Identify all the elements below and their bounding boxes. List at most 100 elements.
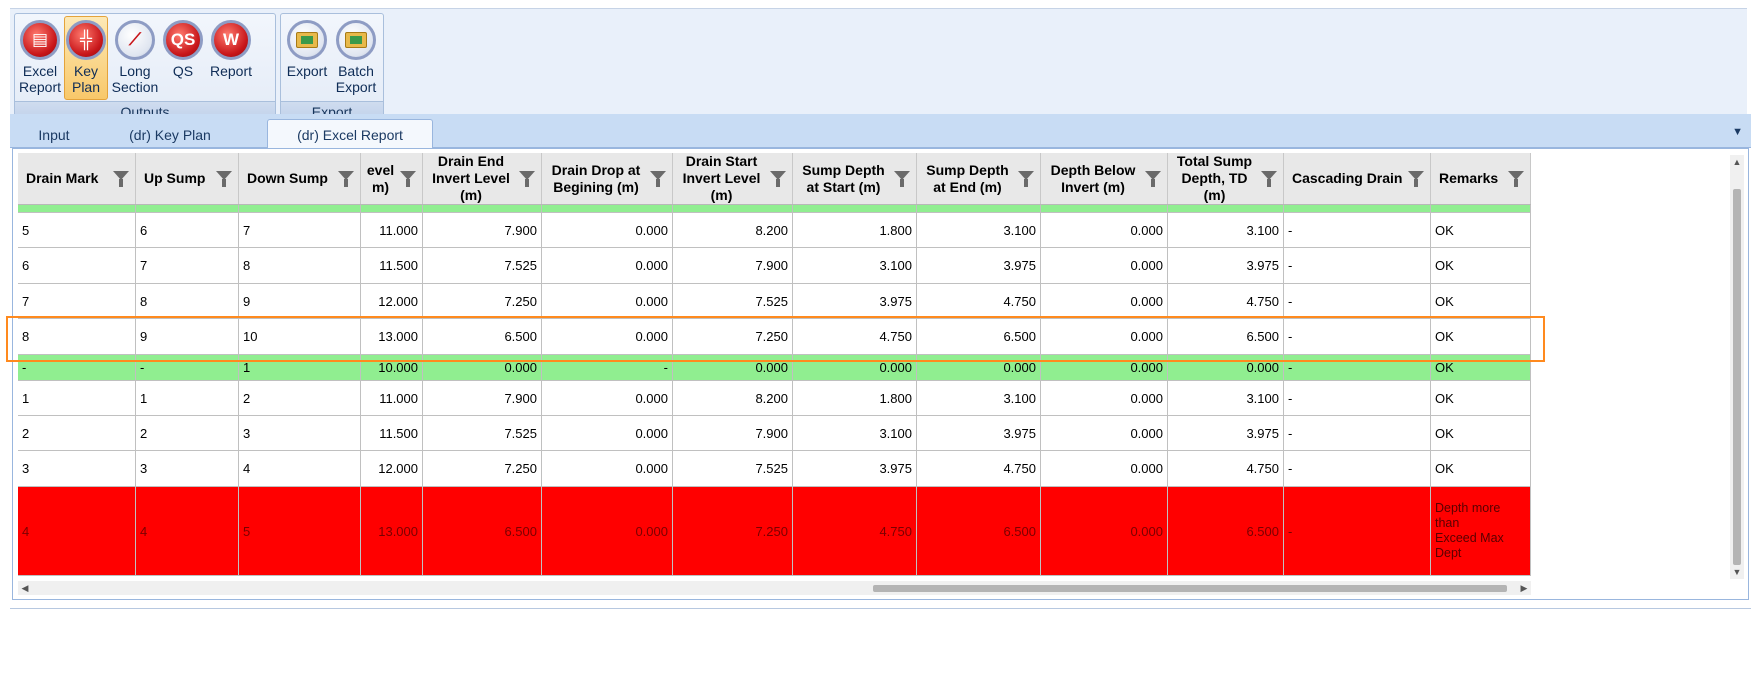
cell-up-sump[interactable]: 9 bbox=[136, 319, 239, 354]
cell-drain-mark[interactable]: 1 bbox=[18, 381, 136, 415]
column-header-down-sump[interactable]: Down Sump bbox=[239, 153, 361, 204]
cell-down-sump[interactable]: 7 bbox=[239, 213, 361, 247]
cell-level[interactable]: 11.500 bbox=[361, 248, 423, 283]
cell-down-sump[interactable]: 10 bbox=[239, 319, 361, 354]
cell-sump-depth-at-end[interactable]: 4.750 bbox=[917, 451, 1041, 486]
cell-down-sump[interactable]: 3 bbox=[239, 416, 361, 450]
cell-level[interactable]: 11.500 bbox=[361, 416, 423, 450]
table-row[interactable]: 2 2 3 11.500 7.525 0.000 7.900 3.100 3.975 0.000 3… bbox=[18, 416, 1531, 451]
scroll-right-icon[interactable]: ▶ bbox=[1520, 583, 1528, 593]
column-header-remarks[interactable]: Remarks bbox=[1431, 153, 1531, 204]
column-header-cascading-drain[interactable]: Cascading Drain bbox=[1284, 153, 1431, 204]
cell-drain-start-invert-level[interactable]: 7.900 bbox=[673, 248, 793, 283]
filter-icon[interactable] bbox=[1508, 171, 1524, 187]
filter-icon[interactable] bbox=[770, 171, 786, 187]
cell-total-sump-depth[interactable] bbox=[1168, 205, 1284, 212]
filter-icon[interactable] bbox=[113, 171, 129, 187]
cell-sump-depth-at-start[interactable]: 0.000 bbox=[793, 355, 917, 380]
cell-drain-mark[interactable]: 6 bbox=[18, 248, 136, 283]
cell-total-sump-depth[interactable]: 0.000 bbox=[1168, 355, 1284, 380]
batch-export-button[interactable]: Batch Export bbox=[331, 16, 381, 100]
table-row[interactable]: 1 1 2 11.000 7.900 0.000 8.200 1.800 3.100 0.000 3… bbox=[18, 381, 1531, 416]
cell-sump-depth-at-end[interactable]: 0.000 bbox=[917, 355, 1041, 380]
filter-icon[interactable] bbox=[1261, 171, 1277, 187]
cell-down-sump[interactable]: 2 bbox=[239, 381, 361, 415]
cell-level[interactable]: 10.000 bbox=[361, 355, 423, 380]
cell-total-sump-depth[interactable]: 4.750 bbox=[1168, 451, 1284, 486]
cell-drain-start-invert-level[interactable]: 7.525 bbox=[673, 284, 793, 318]
tab-key-plan[interactable]: (dr) Key Plan bbox=[129, 127, 211, 143]
cell-up-sump[interactable]: 7 bbox=[136, 248, 239, 283]
cell-drain-end-invert-level[interactable]: 7.250 bbox=[423, 451, 542, 486]
table-row[interactable]: 3 3 4 12.000 7.250 0.000 7.525 3.975 4.750 0.000 4… bbox=[18, 451, 1531, 487]
cell-sump-depth-at-end[interactable]: 3.975 bbox=[917, 248, 1041, 283]
cell-up-sump[interactable]: 3 bbox=[136, 451, 239, 486]
cell-cascading-drain[interactable]: - bbox=[1284, 213, 1431, 247]
table-row[interactable]: 7 8 9 12.000 7.250 0.000 7.525 3.975 4.750 0.000 4… bbox=[18, 284, 1531, 319]
cell-drain-end-invert-level[interactable]: 7.525 bbox=[423, 416, 542, 450]
filter-icon[interactable] bbox=[400, 171, 416, 187]
filter-icon[interactable] bbox=[894, 171, 910, 187]
cell-cascading-drain[interactable]: - bbox=[1284, 381, 1431, 415]
cell-drain-end-invert-level[interactable]: 6.500 bbox=[423, 487, 542, 575]
column-header-level[interactable]: evel m) bbox=[361, 153, 423, 204]
cell-cascading-drain[interactable]: - bbox=[1284, 487, 1431, 575]
cell-cascading-drain[interactable]: - bbox=[1284, 416, 1431, 450]
cell-drain-mark[interactable]: 7 bbox=[18, 284, 136, 318]
horizontal-scrollbar[interactable]: ◀ ▶ bbox=[18, 581, 1531, 595]
cell-level[interactable]: 11.000 bbox=[361, 213, 423, 247]
cell-drain-mark[interactable]: 8 bbox=[18, 319, 136, 354]
filter-icon[interactable] bbox=[338, 171, 354, 187]
cell-cascading-drain[interactable]: - bbox=[1284, 284, 1431, 318]
export-button[interactable]: Export bbox=[283, 16, 331, 100]
cell-sump-depth-at-end[interactable]: 4.750 bbox=[917, 284, 1041, 318]
cell-drain-mark[interactable]: 3 bbox=[18, 451, 136, 486]
cell-remarks[interactable]: OK bbox=[1431, 416, 1531, 450]
cell-cascading-drain[interactable]: - bbox=[1284, 248, 1431, 283]
cell-level[interactable]: 12.000 bbox=[361, 451, 423, 486]
filter-icon[interactable] bbox=[1018, 171, 1034, 187]
cell-drain-end-invert-level[interactable] bbox=[423, 205, 542, 212]
cell-down-sump[interactable]: 9 bbox=[239, 284, 361, 318]
cell-drain-end-invert-level[interactable]: 0.000 bbox=[423, 355, 542, 380]
cell-drain-end-invert-level[interactable]: 7.525 bbox=[423, 248, 542, 283]
cell-drain-mark[interactable]: 2 bbox=[18, 416, 136, 450]
cell-drain-mark[interactable]: 4 bbox=[18, 487, 136, 575]
cell-level[interactable]: 12.000 bbox=[361, 284, 423, 318]
cell-down-sump[interactable]: 8 bbox=[239, 248, 361, 283]
table-row[interactable]: 8 9 10 13.000 6.500 0.000 7.250 4.750 6.500 0.000… bbox=[18, 319, 1531, 355]
cell-level[interactable]: 13.000 bbox=[361, 319, 423, 354]
cell-drain-mark[interactable]: - bbox=[18, 355, 136, 380]
table-row[interactable]: 4 4 5 13.000 6.500 0.000 7.250 4.750 6.500 0.000 6… bbox=[18, 487, 1531, 576]
cell-drain-drop-at-begining[interactable]: 0.000 bbox=[542, 284, 673, 318]
cell-drain-drop-at-begining[interactable]: 0.000 bbox=[542, 487, 673, 575]
cell-depth-below-invert[interactable] bbox=[1041, 205, 1168, 212]
cell-depth-below-invert[interactable]: 0.000 bbox=[1041, 319, 1168, 354]
cell-drain-start-invert-level[interactable]: 7.525 bbox=[673, 451, 793, 486]
cell-sump-depth-at-start[interactable]: 3.100 bbox=[793, 248, 917, 283]
cell-drain-start-invert-level[interactable]: 8.200 bbox=[673, 213, 793, 247]
cell-total-sump-depth[interactable]: 3.975 bbox=[1168, 416, 1284, 450]
scroll-left-icon[interactable]: ◀ bbox=[21, 583, 29, 593]
cell-drain-start-invert-level[interactable]: 7.900 bbox=[673, 416, 793, 450]
tab-list-dropdown-icon[interactable]: ▼ bbox=[1732, 126, 1743, 138]
cell-level[interactable]: 13.000 bbox=[361, 487, 423, 575]
cell-drain-end-invert-level[interactable]: 7.900 bbox=[423, 213, 542, 247]
cell-sump-depth-at-start[interactable]: 1.800 bbox=[793, 381, 917, 415]
excel-report-button[interactable]: ▤ Excel Report bbox=[18, 16, 62, 100]
qs-button[interactable]: QS QS bbox=[161, 16, 205, 100]
cell-drain-drop-at-begining[interactable]: 0.000 bbox=[542, 416, 673, 450]
table-row[interactable]: - -1 10.000 0.000-0.000 0.000 0.000 0.000 0.000… bbox=[18, 355, 1531, 381]
cell-total-sump-depth[interactable]: 6.500 bbox=[1168, 487, 1284, 575]
filter-icon[interactable] bbox=[1408, 171, 1424, 187]
cell-depth-below-invert[interactable]: 0.000 bbox=[1041, 487, 1168, 575]
cell-depth-below-invert[interactable]: 0.000 bbox=[1041, 213, 1168, 247]
column-header-up-sump[interactable]: Up Sump bbox=[136, 153, 239, 204]
cell-up-sump[interactable]: 6 bbox=[136, 213, 239, 247]
column-header-drain-mark[interactable]: Drain Mark bbox=[18, 153, 136, 204]
cell-depth-below-invert[interactable]: 0.000 bbox=[1041, 451, 1168, 486]
cell-down-sump[interactable]: 4 bbox=[239, 451, 361, 486]
filter-icon[interactable] bbox=[1145, 171, 1161, 187]
cell-cascading-drain[interactable]: - bbox=[1284, 319, 1431, 354]
cell-drain-mark[interactable]: 5 bbox=[18, 213, 136, 247]
